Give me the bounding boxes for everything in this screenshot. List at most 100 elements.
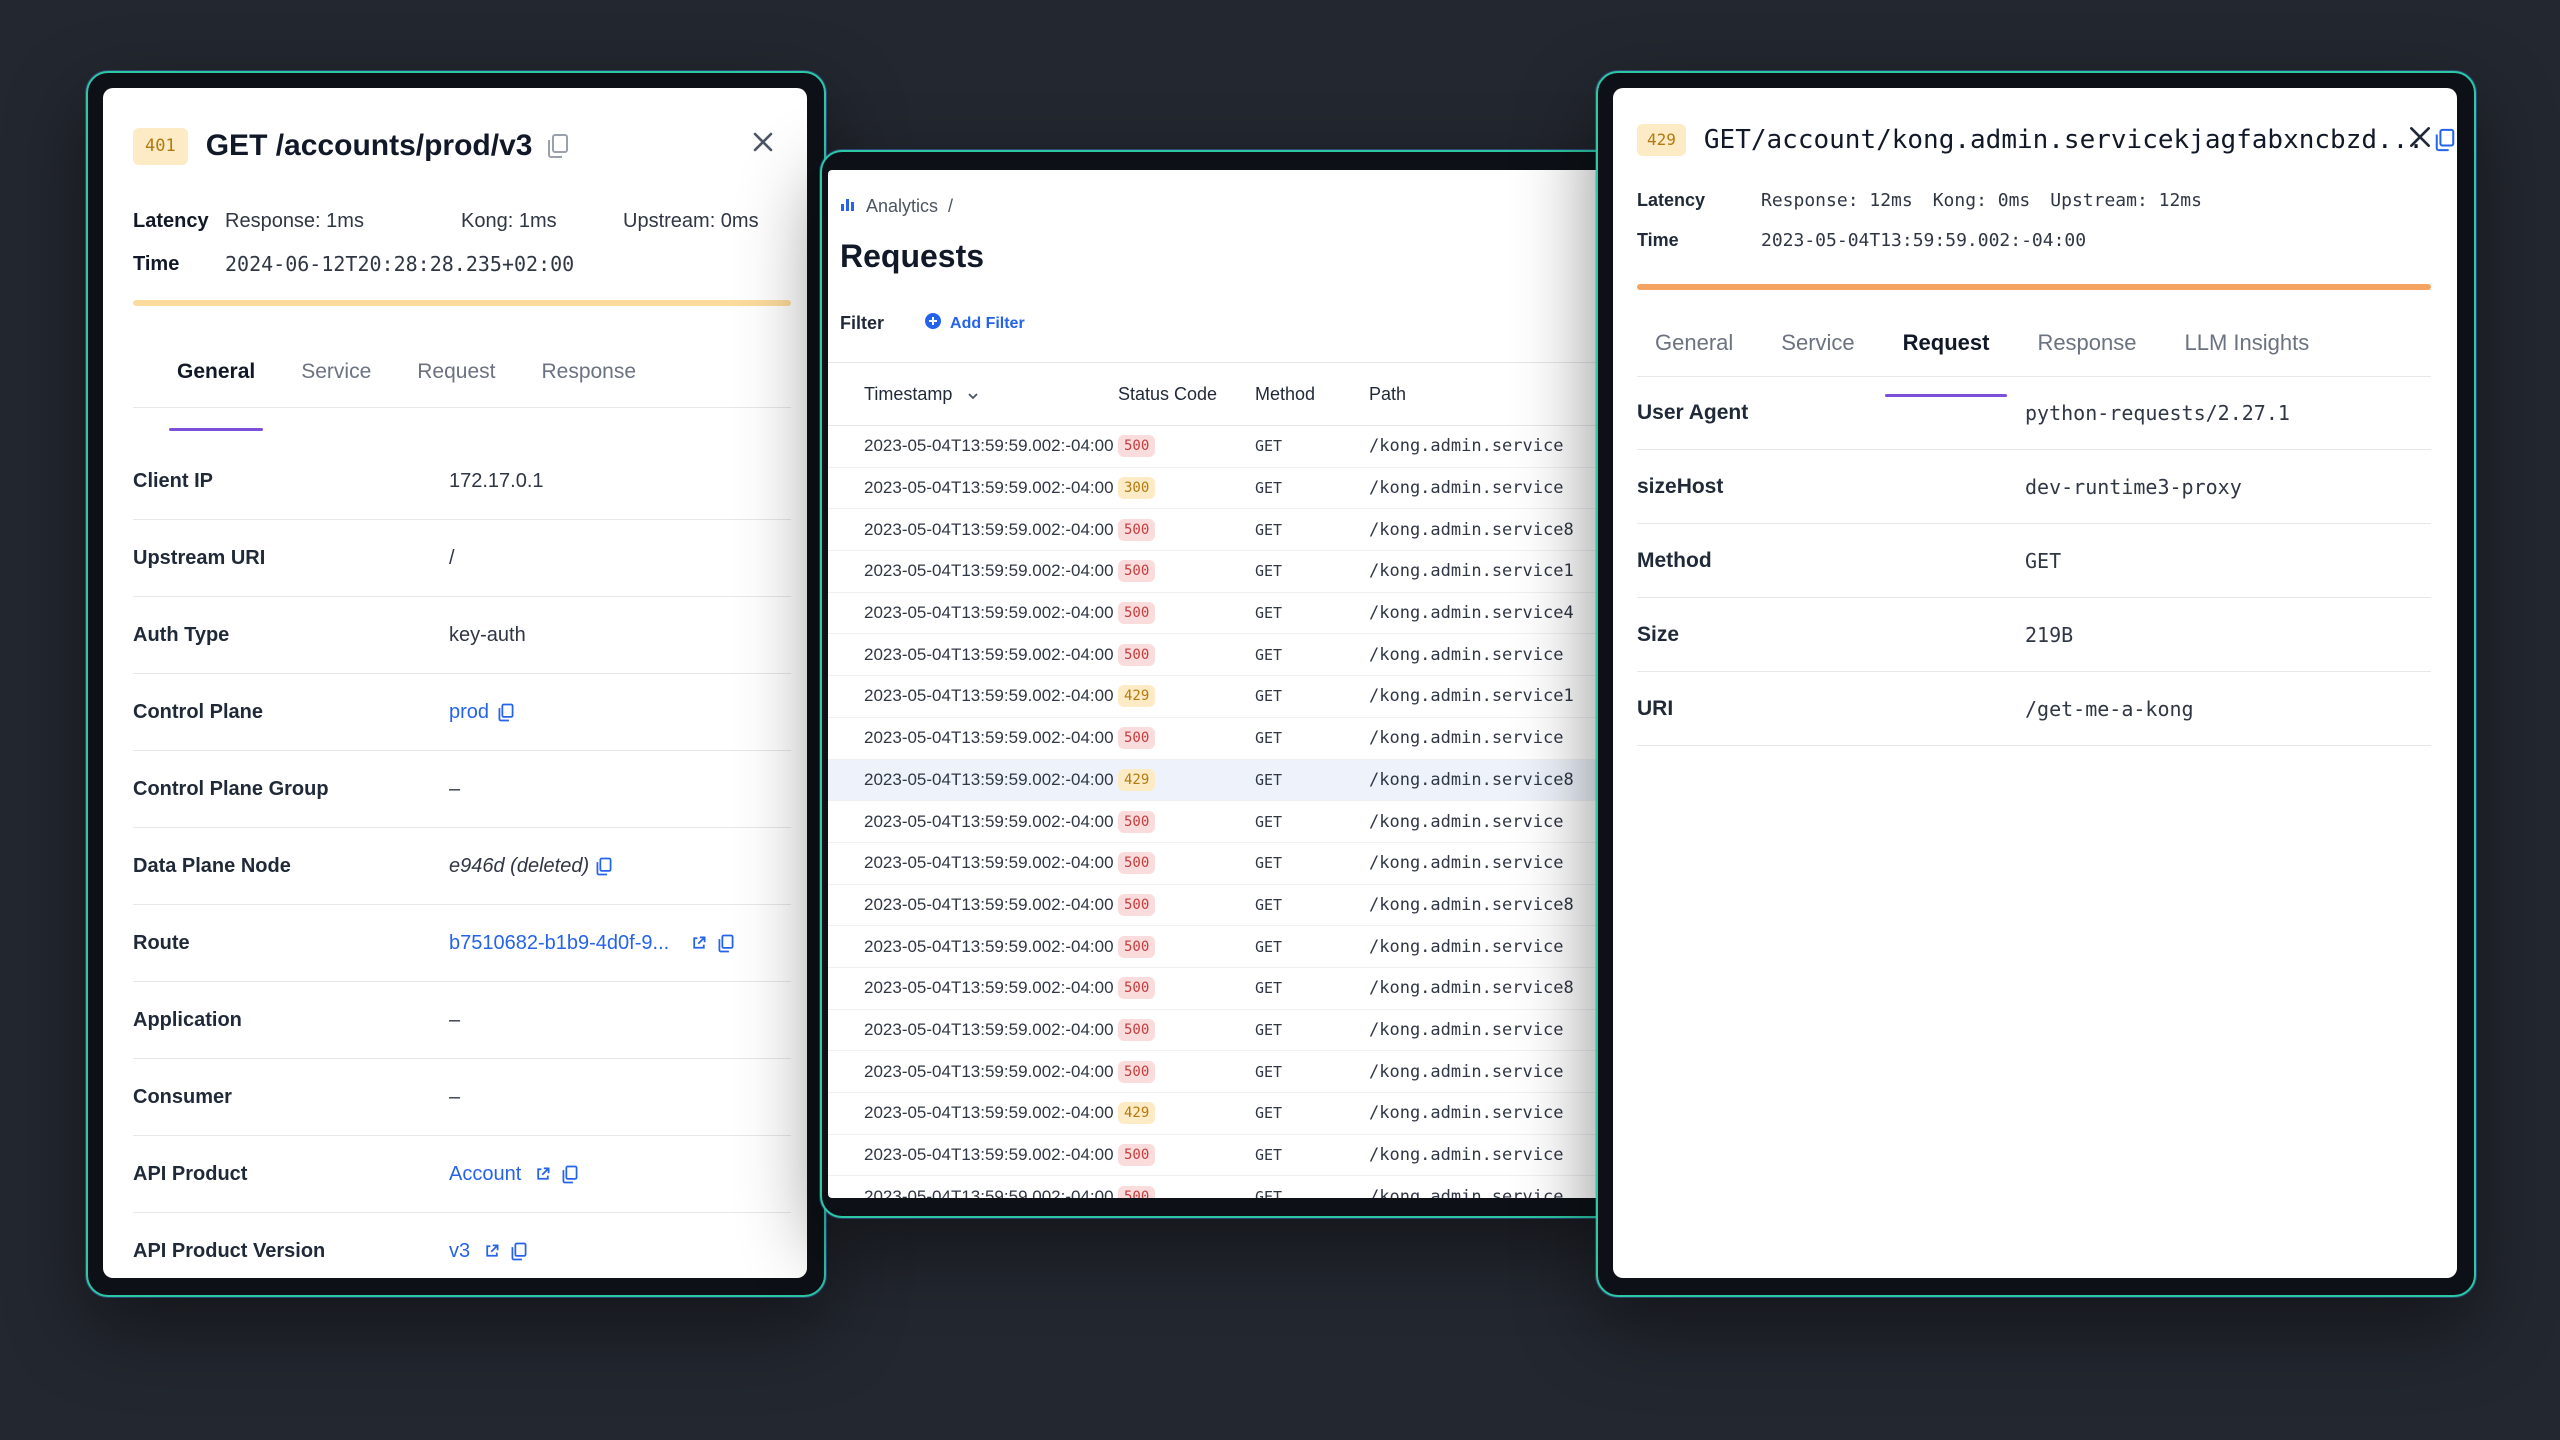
tab-llm-insights[interactable]: LLM Insights [2184, 330, 2310, 355]
latency-bar [133, 300, 791, 306]
requests-page: Analytics / Requests Filter Add Filter T… [828, 170, 1616, 1198]
detail-key: Route [133, 931, 190, 954]
tab-service[interactable]: Service [1781, 330, 1855, 355]
status-code-cell: 300 [1118, 477, 1255, 500]
breadcrumb-analytics[interactable]: Analytics [866, 196, 939, 216]
table-row[interactable]: 2023-05-04T13:59:59.002:-04:00 500 GET/kon… [828, 426, 1616, 468]
detail-tabs: General Service Request Response [133, 350, 791, 431]
table-row[interactable]: 2023-05-04T13:59:59.002:-04:00 500 GET/kon… [828, 926, 1616, 968]
table-row[interactable]: 2023-05-04T13:59:59.002:-04:00 300 GET/kon… [828, 468, 1616, 510]
tab-general[interactable]: General [168, 360, 264, 431]
status-code-cell: 500 [1118, 1018, 1255, 1041]
copy-icon[interactable] [561, 1165, 579, 1184]
copy-icon[interactable] [510, 1242, 528, 1261]
table-header: Timestamp Status Code Method Path [828, 363, 1616, 426]
close-icon[interactable] [751, 130, 775, 154]
table-row[interactable]: 2023-05-04T13:59:59.002:-04:00 500 GET/kon… [828, 551, 1616, 593]
status-code-cell: 500 [1118, 435, 1255, 458]
table-row[interactable]: 2023-05-04T13:59:59.002:-04:00 500 GET/kon… [828, 718, 1616, 760]
detail-row-application: Application – [133, 982, 791, 1059]
detail-key: Control Plane Group [133, 777, 329, 800]
copy-icon[interactable] [546, 133, 570, 159]
status-badge: 429 [1118, 1102, 1156, 1125]
table-row[interactable]: 2023-05-04T13:59:59.002:-04:00 500 GET/kon… [828, 1051, 1616, 1093]
status-code-cell: 500 [1118, 518, 1255, 541]
table-row[interactable]: 2023-05-04T13:59:59.002:-04:00 429 GET/kon… [828, 759, 1616, 802]
filter-bar: Filter Add Filter [840, 312, 1025, 335]
tab-service[interactable]: Service [301, 360, 372, 383]
table-row[interactable]: 2023-05-04T13:59:59.002:-04:00 429 GET/kon… [828, 676, 1616, 718]
table-row[interactable]: 2023-05-04T13:59:59.002:-04:00 500 GET/kon… [828, 1135, 1616, 1177]
detail-row-control-plane-group: Control Plane Group – [133, 751, 791, 828]
tab-request[interactable]: Request [1884, 330, 2008, 397]
control-plane-link[interactable]: prod [449, 700, 490, 723]
path-cell: /kong.admin.service [1369, 436, 1564, 457]
path-cell: /kong.admin.service1 [1369, 686, 1574, 707]
time-row: Time 2023-05-04T13:59:59.002:-04:00 [1637, 230, 2106, 251]
detail-row-api-product: API Product Account [133, 1136, 791, 1213]
detail-key: Size [1637, 622, 1680, 646]
chevron-down-icon [967, 384, 979, 404]
external-link-icon[interactable] [535, 1166, 551, 1182]
column-path[interactable]: Path [1369, 383, 1407, 404]
path-cell: /kong.admin.service8 [1369, 519, 1574, 540]
tab-general[interactable]: General [1655, 330, 1734, 355]
close-icon[interactable] [2407, 124, 2433, 150]
detail-value-container: e946d (deleted) [449, 855, 613, 878]
status-badge: 500 [1118, 1185, 1156, 1198]
tab-response[interactable]: Response [2037, 330, 2137, 355]
panel-header: 401 GET /accounts/prod/v3 [133, 118, 783, 174]
method-cell: GET [1255, 479, 1283, 498]
api-product-version-link[interactable]: v3 [449, 1239, 471, 1262]
table-row[interactable]: 2023-05-04T13:59:59.002:-04:00 500 GET/kon… [828, 593, 1616, 635]
tab-response[interactable]: Response [541, 360, 637, 383]
general-details: Client IP 172.17.0.1 Upstream URI / Auth… [133, 443, 791, 1278]
table-row[interactable]: 2023-05-04T13:59:59.002:-04:00 500 GET/kon… [828, 634, 1616, 677]
column-method[interactable]: Method [1255, 383, 1316, 404]
requests-window: Analytics / Requests Filter Add Filter T… [820, 150, 1624, 1218]
panel-title: GET/account/kong.admin.servicekjagfabxnc… [1703, 125, 2424, 155]
api-product-link[interactable]: Account [449, 1162, 522, 1185]
table-row[interactable]: 2023-05-04T13:59:59.002:-04:00 500 GET/kon… [828, 1176, 1616, 1198]
table-row[interactable]: 2023-05-04T13:59:59.002:-04:00 429 GET/kon… [828, 1093, 1616, 1135]
status-code-cell: 500 [1118, 1144, 1255, 1167]
external-link-icon[interactable] [691, 935, 707, 951]
table-row[interactable]: 2023-05-04T13:59:59.002:-04:00 500 GET/kon… [828, 885, 1616, 927]
status-code-cell: 500 [1118, 977, 1255, 1000]
detail-row-control-plane: Control Plane prod [133, 674, 791, 751]
status-code-cell: 500 [1118, 1060, 1255, 1083]
status-badge: 500 [1118, 852, 1156, 875]
status-badge: 500 [1118, 893, 1156, 916]
request-details: User Agent python-requests/2.27.1 sizeHo… [1637, 376, 2431, 746]
method-cell: GET [1255, 812, 1283, 831]
copy-icon[interactable] [497, 703, 515, 722]
external-link-icon[interactable] [484, 1243, 500, 1259]
timestamp-cell: 2023-05-04T13:59:59.002:-04:00 [864, 1103, 1114, 1123]
latency-bar [1637, 284, 2431, 290]
table-row[interactable]: 2023-05-04T13:59:59.002:-04:00 500 GET/kon… [828, 801, 1616, 843]
timestamp-cell: 2023-05-04T13:59:59.002:-04:00 [864, 936, 1114, 956]
column-timestamp[interactable]: Timestamp [828, 384, 1118, 405]
detail-row-upstream-uri: Upstream URI / [133, 520, 791, 597]
copy-icon[interactable] [717, 934, 735, 953]
copy-icon[interactable] [2434, 128, 2456, 152]
method-cell: GET [1255, 687, 1283, 706]
upstream-latency: Upstream: 12ms [2050, 190, 2202, 211]
add-filter-button[interactable]: Add Filter [924, 312, 1025, 335]
route-link[interactable]: b7510682-b1b9-4d0f-9... [449, 931, 670, 954]
detail-key: Auth Type [133, 623, 230, 646]
method-cell: GET [1255, 1187, 1283, 1198]
status-code-cell: 500 [1118, 893, 1255, 916]
table-row[interactable]: 2023-05-04T13:59:59.002:-04:00 500 GET/kon… [828, 1010, 1616, 1052]
table-row[interactable]: 2023-05-04T13:59:59.002:-04:00 500 GET/kon… [828, 968, 1616, 1010]
path-cell: /kong.admin.service [1369, 853, 1564, 874]
table-row[interactable]: 2023-05-04T13:59:59.002:-04:00 500 GET/kon… [828, 509, 1616, 552]
status-code-cell: 500 [1118, 560, 1255, 583]
tab-request[interactable]: Request [417, 360, 496, 383]
time-value: 2024-06-12T20:28:28.235+02:00 [225, 252, 575, 276]
status-code-cell: 500 [1118, 935, 1255, 958]
column-status-code[interactable]: Status Code [1118, 383, 1218, 404]
table-row[interactable]: 2023-05-04T13:59:59.002:-04:00 500 GET/kon… [828, 843, 1616, 885]
copy-icon[interactable] [595, 857, 613, 876]
detail-key: Consumer [133, 1085, 232, 1108]
